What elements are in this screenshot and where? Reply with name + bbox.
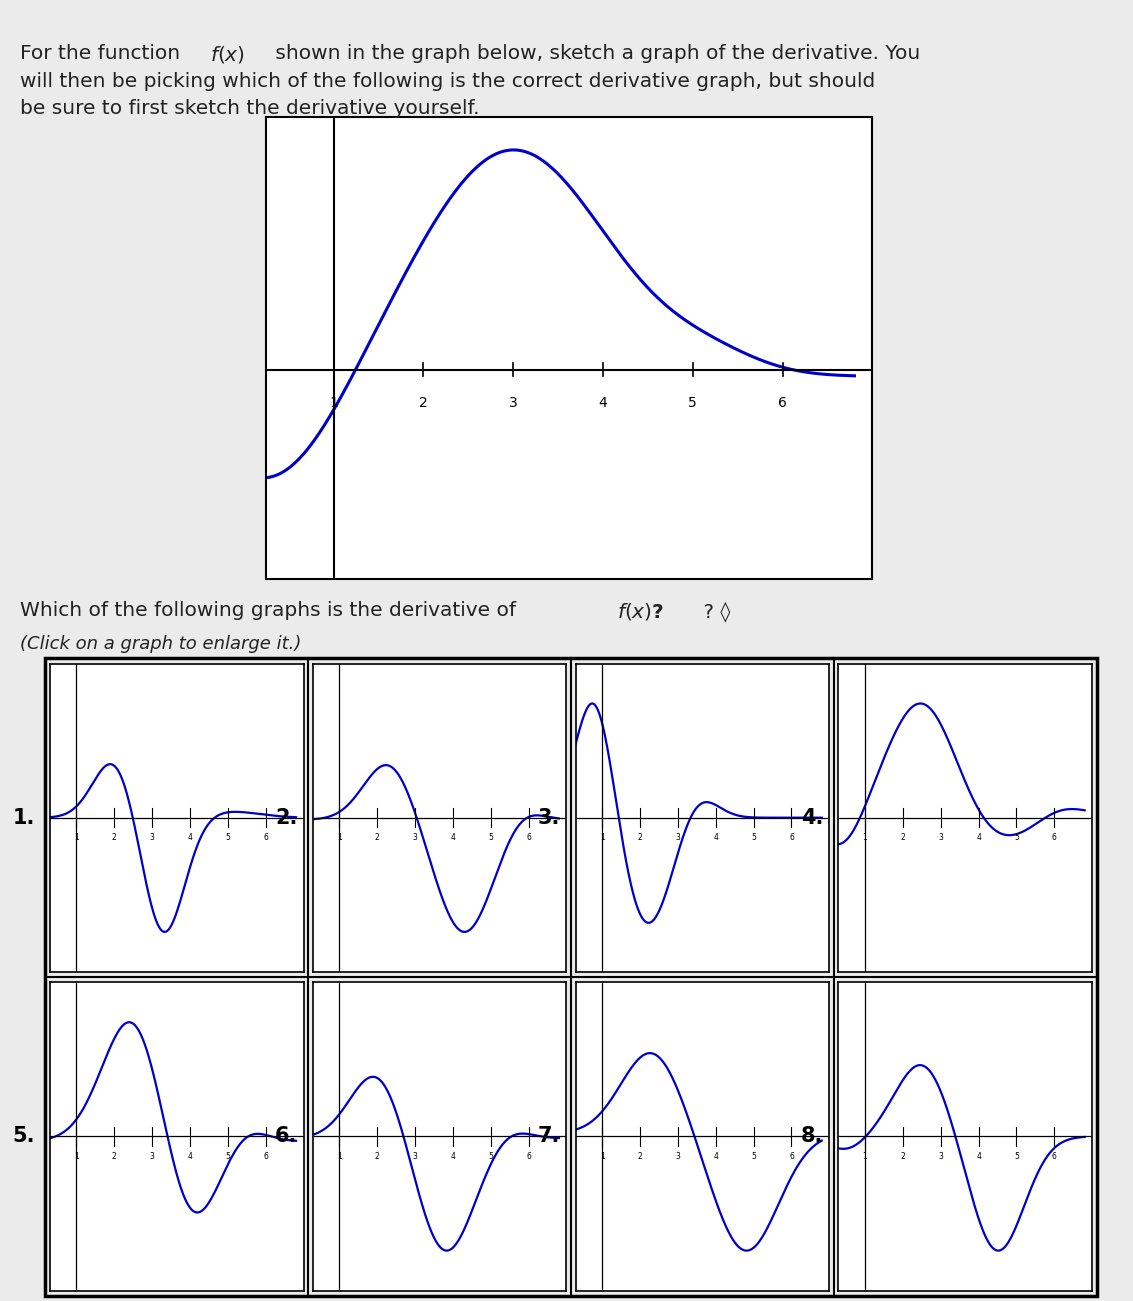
Text: 4: 4: [451, 1151, 455, 1160]
Text: 4: 4: [598, 396, 607, 410]
Text: 5: 5: [1014, 1151, 1019, 1160]
Text: 1: 1: [862, 1151, 867, 1160]
Text: 2: 2: [638, 1151, 642, 1160]
Text: 3: 3: [675, 1151, 680, 1160]
Text: 4: 4: [977, 1151, 981, 1160]
Text: $\it{f}$$(\it{x})$?: $\it{f}$$(\it{x})$?: [617, 601, 665, 622]
Text: 5: 5: [751, 1151, 756, 1160]
Text: 6: 6: [263, 833, 269, 842]
Text: 2: 2: [375, 1151, 380, 1160]
Text: 2: 2: [112, 1151, 117, 1160]
Text: 6: 6: [778, 396, 787, 410]
Text: 1.: 1.: [12, 808, 35, 827]
Text: 3: 3: [412, 833, 417, 842]
Text: 2: 2: [638, 833, 642, 842]
Text: 1: 1: [74, 833, 78, 842]
Text: 6: 6: [1051, 1151, 1057, 1160]
Text: 1: 1: [599, 1151, 604, 1160]
Text: 2.: 2.: [275, 808, 298, 827]
Text: 1: 1: [330, 396, 338, 410]
Text: 3: 3: [938, 1151, 943, 1160]
Text: 6: 6: [789, 1151, 794, 1160]
Text: ? ◊: ? ◊: [697, 601, 730, 622]
Text: 4: 4: [714, 1151, 718, 1160]
Text: 1: 1: [337, 833, 341, 842]
Text: 6: 6: [789, 833, 794, 842]
Text: 1: 1: [862, 833, 867, 842]
Text: shown in the graph below, sketch a graph of the derivative. You: shown in the graph below, sketch a graph…: [269, 44, 920, 64]
Text: 4: 4: [977, 833, 981, 842]
Text: 3: 3: [675, 833, 680, 842]
Text: 1: 1: [74, 1151, 78, 1160]
Text: 5: 5: [1014, 833, 1019, 842]
Text: 5: 5: [225, 1151, 230, 1160]
Text: will then be picking which of the following is the correct derivative graph, but: will then be picking which of the follow…: [20, 72, 876, 91]
Text: 5: 5: [689, 396, 697, 410]
Text: 1: 1: [337, 1151, 341, 1160]
Text: 3: 3: [412, 1151, 417, 1160]
Text: 3: 3: [150, 1151, 154, 1160]
Text: be sure to first sketch the derivative yourself.: be sure to first sketch the derivative y…: [20, 99, 480, 118]
Text: 6: 6: [526, 1151, 531, 1160]
Text: 2: 2: [901, 833, 905, 842]
Text: 5.: 5.: [12, 1127, 35, 1146]
Text: 2: 2: [112, 833, 117, 842]
Text: 3.: 3.: [538, 808, 561, 827]
Text: 4: 4: [188, 1151, 193, 1160]
Text: 4.: 4.: [801, 808, 824, 827]
Text: 4: 4: [188, 833, 193, 842]
Text: Which of the following graphs is the derivative of: Which of the following graphs is the der…: [20, 601, 522, 621]
Text: 4: 4: [451, 833, 455, 842]
Text: (Click on a graph to enlarge it.): (Click on a graph to enlarge it.): [20, 635, 301, 653]
Text: 5: 5: [488, 833, 493, 842]
Text: 5: 5: [751, 833, 756, 842]
Text: 3: 3: [509, 396, 518, 410]
Text: 2: 2: [375, 833, 380, 842]
Text: 5: 5: [488, 1151, 493, 1160]
Text: $\it{f}$$(\it{x})$: $\it{f}$$(\it{x})$: [210, 44, 245, 65]
Text: 1: 1: [599, 833, 604, 842]
Text: 6: 6: [1051, 833, 1057, 842]
Text: 2: 2: [901, 1151, 905, 1160]
Text: 5: 5: [225, 833, 230, 842]
Text: 3: 3: [938, 833, 943, 842]
Text: 7.: 7.: [538, 1127, 561, 1146]
Text: 6: 6: [526, 833, 531, 842]
Text: 2: 2: [419, 396, 428, 410]
Text: For the function: For the function: [20, 44, 187, 64]
Text: 3: 3: [150, 833, 154, 842]
Text: 6.: 6.: [275, 1127, 298, 1146]
Text: 8.: 8.: [801, 1127, 824, 1146]
Text: 4: 4: [714, 833, 718, 842]
Text: 6: 6: [263, 1151, 269, 1160]
